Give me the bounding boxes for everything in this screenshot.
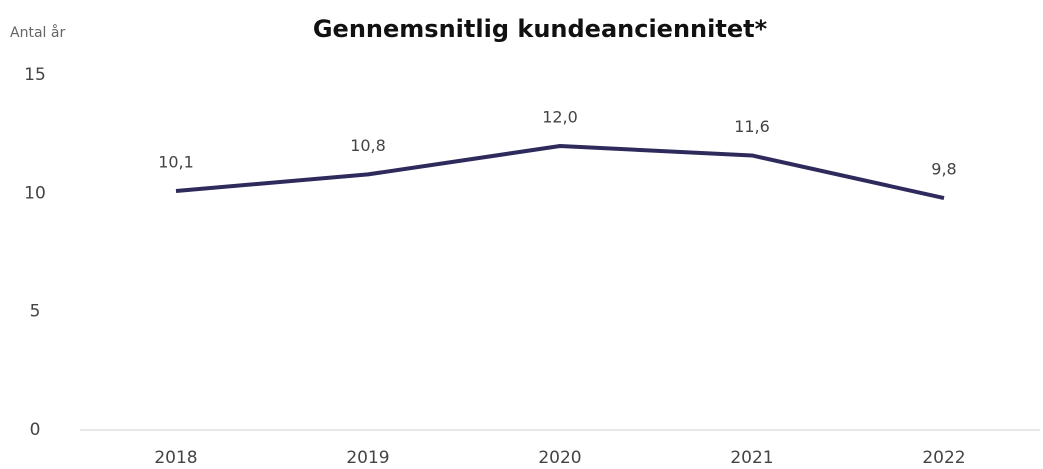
x-tick-label: 2021 bbox=[730, 448, 773, 468]
y-tick-label: 10 bbox=[24, 183, 46, 203]
x-tick-label: 2022 bbox=[922, 448, 965, 468]
data-label: 10,1 bbox=[158, 152, 194, 171]
x-tick-label: 2019 bbox=[346, 448, 389, 468]
y-tick-label: 0 bbox=[30, 420, 41, 440]
y-tick-label: 5 bbox=[30, 302, 41, 322]
data-label: 12,0 bbox=[542, 108, 578, 127]
data-label: 10,8 bbox=[350, 136, 386, 155]
y-axis-label: Antal år bbox=[10, 24, 65, 41]
data-label: 9,8 bbox=[931, 160, 956, 179]
x-tick-label: 2018 bbox=[154, 448, 197, 468]
chart-title: Gennemsnitlig kundeanciennitet* bbox=[313, 15, 768, 43]
line bbox=[175, 144, 945, 201]
data-label: 11,6 bbox=[734, 117, 770, 136]
y-tick-label: 15 bbox=[24, 65, 46, 85]
x-tick-label: 2020 bbox=[538, 448, 581, 468]
